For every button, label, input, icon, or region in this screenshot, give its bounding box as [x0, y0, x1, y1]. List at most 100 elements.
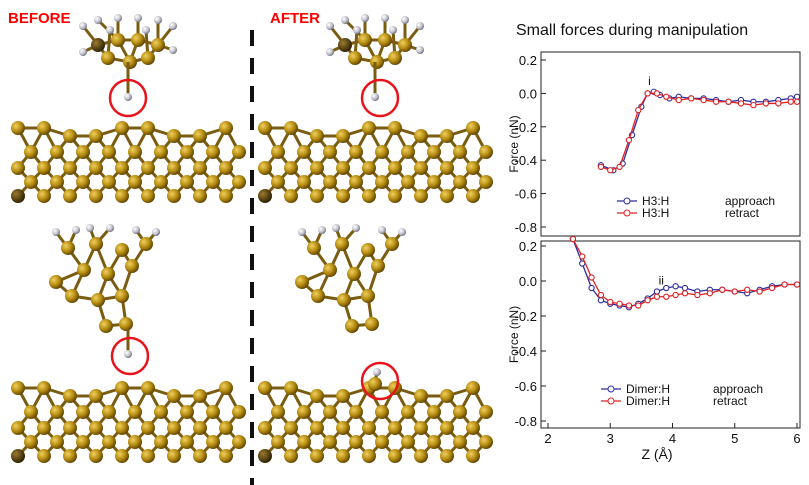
silicon-atom: [115, 289, 129, 303]
surface-after-top: [258, 121, 493, 203]
data-point-retract: [750, 101, 757, 109]
silicon-atom: [115, 161, 129, 175]
silicon-atom: [365, 317, 379, 331]
hydrogen-atom: [169, 22, 177, 30]
silicon-atom: [49, 275, 63, 289]
legend-marker-retract: [607, 397, 615, 405]
silicon-atom: [206, 435, 220, 449]
silicon-atom: [337, 293, 351, 307]
silicon-atom: [284, 189, 298, 203]
silicon-atom: [101, 267, 115, 281]
silicon-atom: [141, 421, 155, 435]
data-point-retract: [588, 274, 595, 281]
silicon-atom: [24, 175, 38, 189]
silicon-atom: [297, 405, 311, 419]
surface-before-bottom: [11, 381, 246, 463]
silicon-atom: [193, 189, 207, 203]
silicon-atom: [388, 189, 402, 203]
silicon-atom: [115, 121, 129, 135]
y-tick-label: 0.0: [519, 86, 537, 101]
silicon-atom: [11, 121, 25, 135]
data-point-retract: [653, 90, 661, 97]
silicon-atom: [375, 145, 389, 159]
legend-series-name: H3:H: [642, 206, 669, 220]
silicon-atom: [323, 175, 337, 189]
silicon-atom: [141, 121, 155, 135]
silicon-atom: [401, 435, 415, 449]
silicon-atom: [65, 289, 79, 303]
silicon-atom: [307, 241, 321, 255]
silicon-atom: [101, 51, 115, 65]
silicon-atom: [440, 389, 454, 403]
silicon-atom: [258, 161, 272, 175]
silicon-atom: [271, 435, 285, 449]
silicon-atom: [219, 449, 233, 463]
silicon-atom: [310, 421, 324, 435]
silicon-atom: [453, 435, 467, 449]
silicon-atom: [440, 129, 454, 143]
silicon-atom: [128, 435, 142, 449]
data-point-retract: [681, 290, 689, 297]
silicon-atom: [258, 449, 272, 463]
data-point-retract: [756, 288, 763, 295]
data-point-retract: [625, 137, 633, 144]
data-point-retract: [607, 298, 614, 306]
silicon-atom: [89, 449, 103, 463]
silicon-atom: [362, 121, 376, 135]
highlight-circle: [360, 361, 400, 401]
data-point-retract: [616, 300, 623, 307]
data-point-approach: [672, 283, 679, 290]
data-point-retract: [700, 96, 707, 104]
silicon-atom: [219, 421, 233, 435]
hydrogen-atom: [373, 368, 381, 376]
silicon-atom: [453, 145, 467, 159]
silicon-atom: [345, 319, 359, 333]
silicon-atom: [258, 189, 272, 203]
silicon-atom: [89, 129, 103, 143]
silicon-atom: [388, 121, 402, 135]
silicon-atom: [193, 421, 207, 435]
silicon-atom: [466, 121, 480, 135]
silicon-atom: [348, 51, 362, 65]
legend-marker-approach: [607, 385, 615, 393]
silicon-atom: [219, 381, 233, 395]
silicon-atom: [76, 145, 90, 159]
silicon-atom: [453, 405, 467, 419]
data-point-retract: [644, 297, 651, 304]
silicon-atom: [102, 145, 116, 159]
silicon-atom: [63, 161, 77, 175]
silicon-atom: [193, 161, 207, 175]
y-tick-label: -0.2: [515, 120, 537, 135]
silicon-atom: [414, 129, 428, 143]
h3-tip-before: [79, 14, 177, 69]
silicon-atom: [77, 263, 91, 277]
hydrogen-atom: [124, 93, 132, 101]
silicon-atom: [167, 161, 181, 175]
data-point-approach: [588, 284, 595, 292]
silicon-atom: [479, 145, 493, 159]
data-point-retract: [719, 286, 726, 293]
hydrogen-atom: [353, 26, 361, 34]
silicon-atom: [375, 175, 389, 189]
data-point-retract: [781, 281, 788, 288]
silicon-atom: [336, 421, 350, 435]
hydrogen-atom: [124, 350, 132, 358]
silicon-atom: [440, 449, 454, 463]
silicon-atom: [466, 161, 480, 175]
data-point-retract: [725, 98, 732, 105]
silicon-atom: [128, 405, 142, 419]
silicon-atom: [414, 161, 428, 175]
silicon-atom: [50, 405, 64, 419]
dimer-tip-before: [49, 224, 160, 333]
silicon-atom: [37, 381, 51, 395]
silicon-atom: [99, 319, 113, 333]
silicon-atom: [115, 449, 129, 463]
data-point-retract: [672, 291, 679, 299]
silicon-atom: [297, 435, 311, 449]
y-tick-label: -0.6: [515, 379, 537, 394]
silicon-atom: [180, 145, 194, 159]
y-tick-label: -0.4: [515, 153, 537, 168]
silicon-atom: [336, 189, 350, 203]
annotation-label: ii: [659, 274, 664, 288]
data-point-retract: [653, 293, 661, 300]
